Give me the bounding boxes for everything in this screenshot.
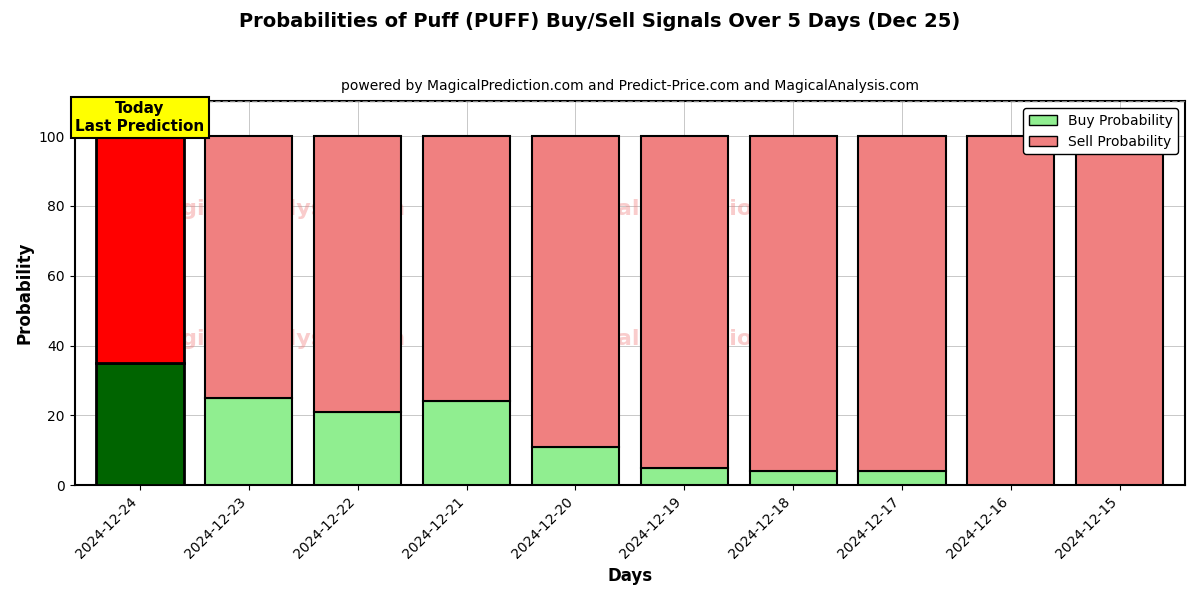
Text: Today
Last Prediction: Today Last Prediction bbox=[76, 101, 204, 134]
Y-axis label: Probability: Probability bbox=[16, 242, 34, 344]
Bar bbox=[96, 136, 184, 363]
Title: powered by MagicalPrediction.com and Predict-Price.com and MagicalAnalysis.com: powered by MagicalPrediction.com and Pre… bbox=[341, 79, 919, 93]
Bar bbox=[750, 136, 836, 471]
Legend: Buy Probability, Sell Probability: Buy Probability, Sell Probability bbox=[1024, 108, 1178, 154]
Bar bbox=[858, 136, 946, 471]
Bar bbox=[314, 136, 401, 412]
Bar bbox=[422, 401, 510, 485]
Bar bbox=[422, 136, 510, 401]
Bar bbox=[750, 471, 836, 485]
Bar bbox=[532, 136, 619, 447]
Bar bbox=[314, 412, 401, 485]
Text: Probabilities of Puff (PUFF) Buy/Sell Signals Over 5 Days (Dec 25): Probabilities of Puff (PUFF) Buy/Sell Si… bbox=[239, 12, 961, 31]
Text: MagicalPrediction.com: MagicalPrediction.com bbox=[542, 329, 828, 349]
Bar bbox=[641, 468, 727, 485]
Bar bbox=[858, 471, 946, 485]
Text: MagicalAnalysis.com: MagicalAnalysis.com bbox=[144, 329, 406, 349]
Bar bbox=[641, 136, 727, 468]
Bar bbox=[1076, 136, 1163, 485]
Bar bbox=[205, 136, 293, 398]
Text: MagicalAnalysis.com: MagicalAnalysis.com bbox=[144, 199, 406, 218]
Bar bbox=[532, 447, 619, 485]
Text: MagicalPrediction.com: MagicalPrediction.com bbox=[542, 199, 828, 218]
Bar bbox=[205, 398, 293, 485]
Bar bbox=[96, 363, 184, 485]
X-axis label: Days: Days bbox=[607, 567, 653, 585]
Bar bbox=[967, 136, 1055, 485]
